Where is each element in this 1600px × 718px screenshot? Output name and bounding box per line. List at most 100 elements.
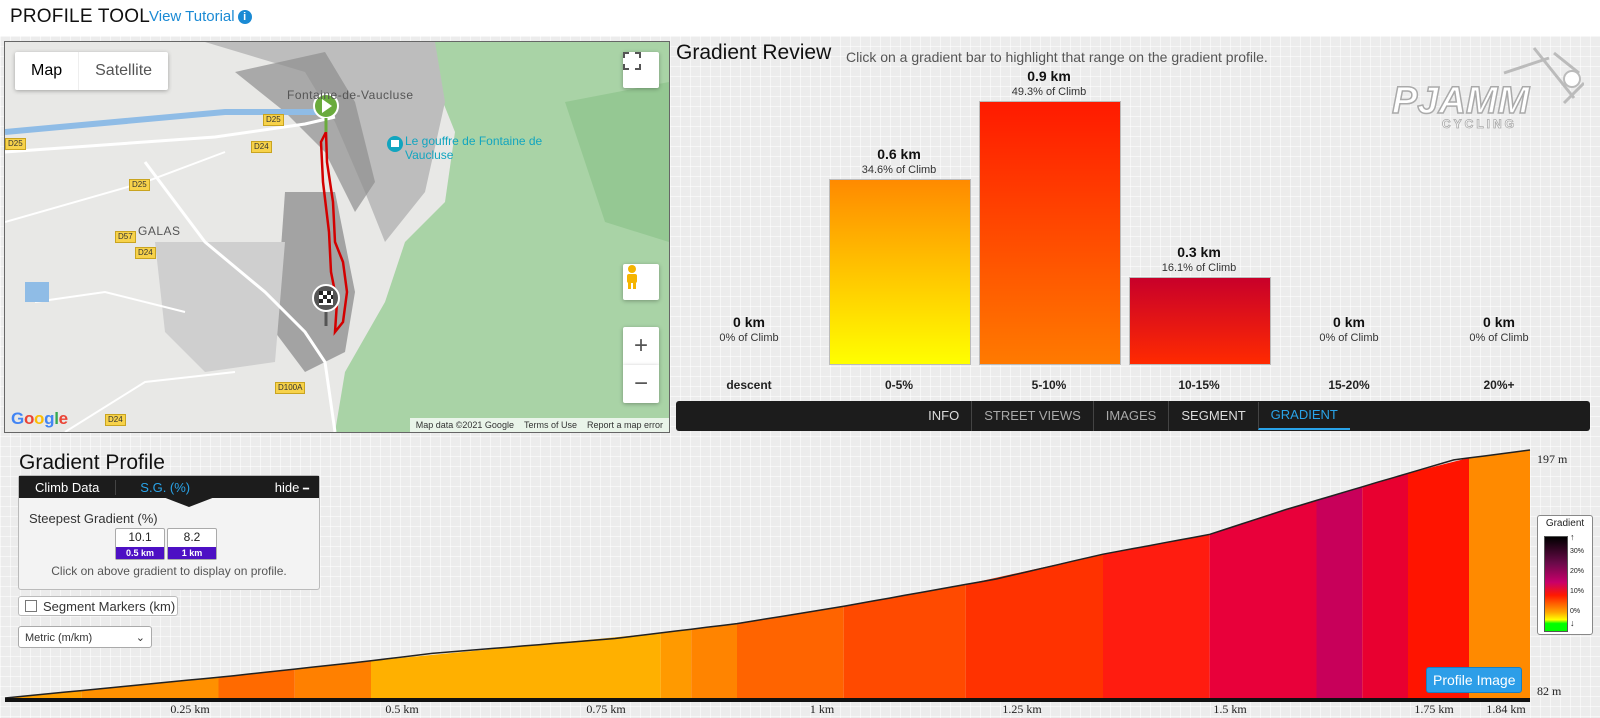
report-error-link[interactable]: Report a map error [586, 420, 663, 430]
unit-select[interactable]: Metric (m/km) ⌄ [18, 626, 152, 648]
road-shield-d25: D25 [263, 114, 284, 126]
x-tick-1-25: 1.25 km [1002, 702, 1042, 716]
x-tick-0-25: 0.25 km [170, 702, 210, 716]
chevron-down-icon: ⌄ [135, 632, 145, 644]
legend-tick-30: 30% [1570, 548, 1585, 555]
sg-value: 8.2 [183, 530, 201, 544]
profile-gradient-segment-15[interactable] [1469, 450, 1530, 698]
climb-box-note: Click on above gradient to display on pr… [51, 564, 287, 578]
arrow-down-icon: ↓ [1570, 618, 1575, 628]
logo-main-text: PJAMM [1392, 80, 1531, 122]
profile-gradient-segment-7[interactable] [737, 606, 844, 698]
gradient-bar-3[interactable] [1129, 277, 1271, 365]
legend-color-bar [1544, 536, 1568, 632]
terms-link[interactable]: Terms of Use [523, 420, 577, 430]
bar-percent-label: 0% of Climb [719, 332, 779, 344]
map-label-town: Fontaine-de-Vaucluse [287, 88, 414, 102]
bar-percent-label: 0% of Climb [1469, 332, 1529, 344]
tab-steepest-gradient[interactable]: S.G. (%) [115, 479, 206, 495]
road-shield-d24: D24 [251, 141, 272, 153]
info-icon: i [237, 10, 252, 24]
legend-tick-0: 0% [1570, 608, 1581, 615]
gradient-profile-chart[interactable] [0, 440, 1600, 718]
pegman-icon [627, 265, 637, 289]
profile-gradient-segment-1[interactable] [81, 677, 219, 698]
google-logo: Google [11, 409, 68, 428]
map-type-satellite-button[interactable]: Satellite [78, 52, 168, 90]
zoom-out-button[interactable]: − [623, 365, 659, 403]
gradient-bar-2[interactable] [979, 101, 1121, 365]
bar-category-label: descent [726, 378, 772, 392]
bar-distance-label: 0.3 km [1177, 244, 1221, 260]
profile-gradient-segment-10[interactable] [1103, 534, 1210, 698]
gradient-legend: Gradient ↑ 30% 20% 10% 0% ↓ [1537, 515, 1593, 635]
profile-gradient-segment-6[interactable] [691, 623, 737, 698]
steepest-gradient-label: Steepest Gradient (%) [29, 511, 158, 526]
map-panel[interactable]: Fontaine-de-Vaucluse Le gouffre de Fonta… [4, 41, 670, 433]
map-label-poi: Le gouffre de Fontaine de Vaucluse [405, 134, 543, 162]
road-shield-d24-galas: D24 [135, 247, 156, 259]
profile-gradient-segment-3[interactable] [294, 660, 371, 698]
gradient-review-title: Gradient Review [676, 41, 832, 64]
map-type-map-button[interactable]: Map [31, 62, 63, 79]
tab-street-views[interactable]: STREET VIEWS [971, 401, 1093, 431]
bar-percent-label: 49.3% of Climb [1011, 86, 1087, 98]
review-tab-bar: INFO STREET VIEWS IMAGES SEGMENT GRADIEN… [676, 401, 1590, 431]
climb-data-box: Climb Data S.G. (%) hide ━ Steepest Grad… [18, 475, 320, 590]
bar-percent-label: 34.6% of Climb [861, 164, 937, 176]
map-type-control: Map Satellite [15, 52, 169, 90]
pjamm-logo: PJAMM CYCLING [1391, 47, 1584, 131]
profile-gradient-segment-2[interactable] [218, 669, 295, 698]
bar-percent-label: 0% of Climb [1319, 332, 1379, 344]
bar-category-label: 0-5% [884, 378, 913, 392]
bar-category-label: 5-10% [1031, 378, 1067, 392]
bar-distance-label: 0.9 km [1027, 68, 1071, 84]
profile-gradient-segment-12[interactable] [1316, 486, 1363, 698]
zoom-in-button[interactable]: + [623, 327, 659, 365]
climb-box-header: Climb Data S.G. (%) hide ━ [19, 476, 319, 507]
elevation-max-label: 197 m [1537, 452, 1568, 466]
map-label-galas: GALAS [138, 224, 181, 238]
profile-gradient-segment-11[interactable] [1209, 500, 1317, 698]
road-shield-d25-west: D25 [5, 138, 26, 150]
hide-button[interactable]: hide ━ [275, 480, 309, 495]
road-shield-d24-bottom: D24 [105, 414, 126, 426]
profile-gradient-segment-9[interactable] [965, 554, 1103, 698]
x-tick-1-5: 1.5 km [1213, 702, 1247, 716]
profile-image-button[interactable]: Profile Image [1426, 667, 1523, 693]
profile-gradient-segment-14[interactable] [1408, 457, 1469, 698]
view-tutorial-link[interactable]: View Tutorial i [149, 8, 252, 25]
tab-pointer [163, 497, 215, 507]
gradient-bar-1[interactable] [829, 179, 971, 365]
tab-climb-data[interactable]: Climb Data [35, 479, 100, 495]
tutorial-label: View Tutorial [149, 8, 235, 25]
top-bar: PROFILE TOOL View Tutorial i [0, 0, 1600, 34]
street-view-pegman-button[interactable] [623, 264, 659, 300]
fullscreen-button[interactable] [623, 52, 659, 88]
bar-percent-label: 16.1% of Climb [1161, 262, 1237, 274]
map-terrain [5, 42, 669, 432]
gradient-review-hint: Click on a gradient bar to highlight tha… [846, 49, 1268, 65]
tab-info[interactable]: INFO [928, 408, 960, 423]
x-tick-1: 1 km [809, 702, 835, 716]
segment-markers-toggle[interactable]: Segment Markers (km) [18, 596, 178, 616]
app-title: PROFILE TOOL [10, 6, 151, 27]
segment-markers-checkbox[interactable] [25, 600, 37, 612]
bar-distance-label: 0 km [1483, 314, 1515, 330]
road-shield-d57: D57 [115, 231, 136, 243]
profile-gradient-segment-8[interactable] [843, 584, 966, 698]
profile-gradient-segment-5[interactable] [660, 629, 692, 698]
tab-segment[interactable]: SEGMENT [1168, 401, 1257, 431]
profile-gradient-segment-4[interactable] [371, 632, 661, 698]
steepest-gradient-card-0-5km[interactable]: 10.1 0.5 km [115, 528, 165, 560]
gradient-review-panel: Gradient Review Click on a gradient bar … [672, 41, 1594, 431]
profile-gradient-segment-13[interactable] [1362, 473, 1408, 698]
legend-tick-20: 20% [1570, 568, 1585, 575]
steepest-gradient-card-1km[interactable]: 8.2 1 km [167, 528, 217, 560]
map-data-attribution: Map data ©2021 Google [415, 420, 514, 430]
road-shield-d25-south: D25 [129, 179, 150, 191]
tab-gradient[interactable]: GRADIENT [1257, 402, 1350, 430]
sg-distance-tag: 1 km [168, 547, 216, 559]
tab-images[interactable]: IMAGES [1092, 401, 1169, 431]
bar-category-label: 20%+ [1483, 378, 1515, 392]
